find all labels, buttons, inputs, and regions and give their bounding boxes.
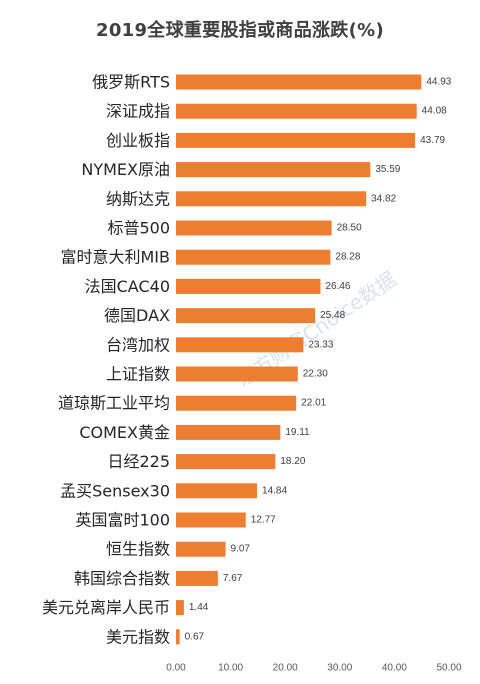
x-tick-label: 0.00 [166, 663, 186, 674]
bar [176, 366, 298, 382]
category-label: NYMEX原油 [81, 160, 170, 179]
value-label: 28.50 [337, 223, 362, 234]
category-label: 恒生指数 [106, 540, 170, 559]
category-label: 德国DAX [104, 306, 170, 325]
value-label: 22.01 [301, 398, 326, 409]
category-label: 日经225 [107, 452, 170, 471]
category-label: 深证成指 [106, 102, 170, 121]
bar [176, 103, 417, 119]
value-label: 0.67 [185, 631, 205, 642]
value-label: 34.82 [371, 193, 396, 204]
category-label: 台湾加权 [106, 335, 170, 354]
x-tick-label: 30.00 [327, 663, 352, 674]
value-label: 44.93 [426, 77, 451, 88]
x-tick-label: 10.00 [218, 663, 243, 674]
category-label: 纳斯达克 [106, 189, 170, 208]
bar [176, 191, 367, 207]
bar [176, 570, 218, 586]
value-label: 14.84 [262, 485, 287, 496]
category-label: COMEX黄金 [79, 423, 170, 442]
category-label: 上证指数 [106, 365, 170, 384]
value-label: 9.07 [231, 544, 251, 555]
category-label: 美元兑离岸人民币 [42, 598, 170, 617]
value-label: 18.20 [280, 456, 305, 467]
bar [176, 600, 184, 616]
x-tick-label: 20.00 [273, 663, 298, 674]
bar [176, 512, 246, 528]
bar [176, 308, 316, 324]
x-axis: 0.00 10.00 20.00 30.00 40.00 50.00 [166, 663, 462, 674]
category-label: 美元指数 [106, 627, 170, 646]
x-tick-label: 50.00 [436, 663, 461, 674]
bar [176, 132, 416, 148]
bar [176, 424, 281, 440]
bar [176, 278, 321, 294]
category-label: 标普500 [107, 219, 170, 238]
bar [176, 337, 304, 353]
bar [176, 220, 332, 236]
bar [176, 162, 371, 178]
value-label: 43.79 [420, 135, 445, 146]
bar [176, 454, 276, 470]
category-label: 道琼斯工业平均 [58, 394, 170, 413]
value-label: 12.77 [251, 515, 276, 526]
value-label: 19.11 [285, 427, 310, 438]
value-label: 23.33 [308, 339, 333, 350]
value-label: 7.67 [223, 573, 243, 584]
category-label: 韩国综合指数 [74, 569, 170, 588]
value-label: 35.59 [375, 164, 400, 175]
value-label: 25.48 [320, 310, 345, 321]
category-label: 俄罗斯RTS [92, 73, 170, 92]
bar [176, 629, 180, 645]
value-label: 1.44 [189, 602, 209, 613]
bar [176, 395, 297, 411]
value-label: 44.08 [422, 106, 447, 117]
value-label: 22.30 [303, 369, 328, 380]
category-label: 英国富时100 [75, 511, 170, 530]
category-label: 法国CAC40 [85, 277, 170, 296]
bar [176, 249, 331, 265]
value-label: 28.28 [335, 252, 360, 263]
chart-title: 2019全球重要股指或商品涨跌(%) [96, 20, 384, 41]
bar [176, 541, 226, 557]
x-tick-label: 40.00 [382, 663, 407, 674]
value-label: 26.46 [325, 281, 350, 292]
bar [176, 74, 422, 90]
bars: 俄罗斯RTS 44.93 深证成指 44.08 创业板指 43.79 NYMEX原油 35.5… [42, 73, 452, 647]
category-label: 孟买Sensex30 [60, 481, 170, 500]
category-label: 创业板指 [106, 131, 170, 150]
category-label: 富时意大利MIB [60, 248, 170, 267]
bar [176, 483, 258, 499]
